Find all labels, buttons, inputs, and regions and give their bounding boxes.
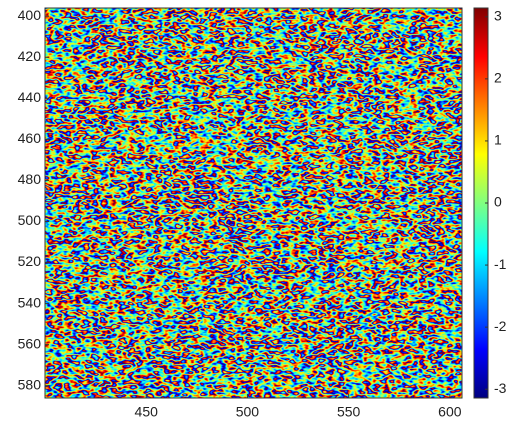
- y-tick-label: 520: [18, 253, 42, 269]
- y-tick-label: 460: [18, 130, 42, 146]
- colorbar-tick-label: -3: [494, 380, 507, 396]
- colorbar-tick-label: 3: [494, 7, 502, 23]
- y-tick-label: 420: [18, 48, 42, 64]
- phase-image: [45, 8, 462, 398]
- y-tick-label: 400: [18, 7, 42, 23]
- y-tick-label: 540: [18, 294, 42, 310]
- y-tick-label: 580: [18, 376, 42, 392]
- colorbar-tick-label: 2: [494, 70, 502, 86]
- x-tick-label: 600: [438, 404, 462, 420]
- colorbar-tick-label: -1: [494, 256, 507, 272]
- x-tick-label: 450: [135, 404, 159, 420]
- x-tick-label: 500: [236, 404, 260, 420]
- x-tick-label: 550: [337, 404, 361, 420]
- colorbar-tick-label: -2: [494, 318, 507, 334]
- plot-frame: [44, 7, 463, 399]
- colorbar-tick-label: 0: [494, 194, 502, 210]
- y-tick-label: 480: [18, 171, 42, 187]
- colorbar-tick-label: 1: [494, 132, 502, 148]
- y-tick-label: 500: [18, 212, 42, 228]
- y-tick-label: 560: [18, 335, 42, 351]
- y-tick-label: 440: [18, 89, 42, 105]
